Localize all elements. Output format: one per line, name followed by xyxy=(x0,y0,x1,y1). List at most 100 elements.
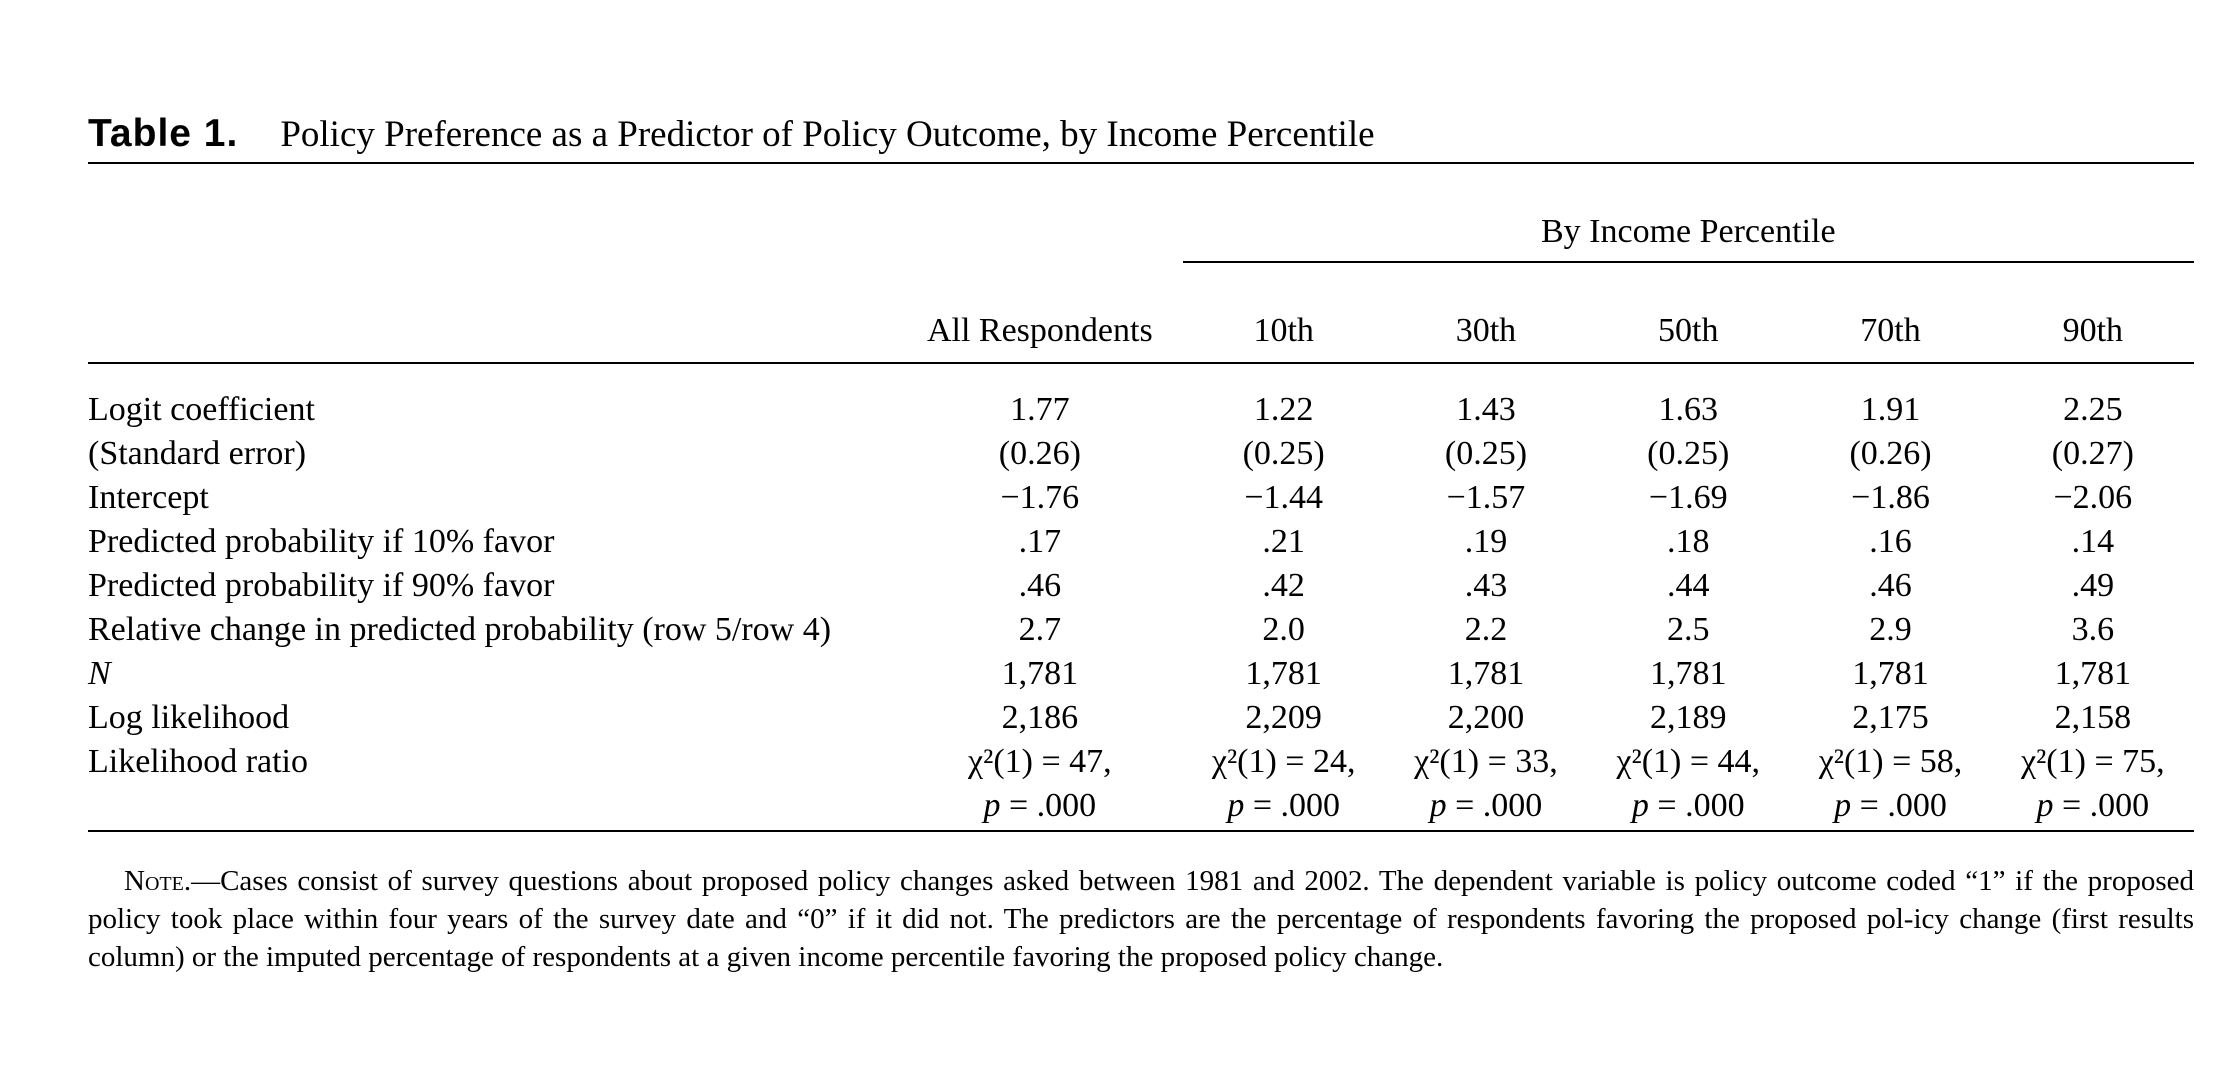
note-head: Note.— xyxy=(124,865,221,897)
table-cell: 1,781 xyxy=(1245,655,1322,692)
table-row: Logit coefficient 1.77 1.22 1.43 1.63 1.91 2.2… xyxy=(88,388,2194,432)
column-header-percentile: 50th xyxy=(1587,262,1790,364)
likelihood-ratio-cell: χ²(1) = 75, p = .000 xyxy=(1991,740,2194,832)
likelihood-ratio-cell: χ²(1) = 33, p = .000 xyxy=(1384,740,1588,832)
table-cell: .21 xyxy=(1262,523,1305,560)
table-cell: 1.63 xyxy=(1658,391,1718,428)
column-header-all-respondents: All Respondents xyxy=(897,262,1183,364)
p-symbol: p xyxy=(1227,787,1245,824)
p-value: p = .000 xyxy=(897,784,1182,828)
table-cell: 2,175 xyxy=(1852,699,1929,736)
table-body: Logit coefficient 1.77 1.22 1.43 1.63 1.91 2.2… xyxy=(88,363,2194,832)
chi-square-statistic: χ²(1) = 33, xyxy=(1414,743,1558,780)
table-cell: −1.86 xyxy=(1851,479,1930,516)
table-cell: 1,781 xyxy=(1001,655,1079,692)
table-cell: 1.22 xyxy=(1253,391,1314,428)
chi-square-statistic: χ²(1) = 24, xyxy=(1211,743,1356,780)
table-cell: 2,189 xyxy=(1649,699,1727,736)
note-text: Cases consist of survey questions about … xyxy=(88,865,2194,973)
table-cell: .49 xyxy=(2071,567,2115,604)
table-row: Predicted probability if 10% favor .17 .21… xyxy=(88,520,2194,564)
table-cell: 2.7 xyxy=(1018,611,1062,648)
table-cell: −1.44 xyxy=(1244,479,1324,516)
table-row: Log likelihood 2,186 2,209 2,200 2,189 2,175 2… xyxy=(88,696,2194,740)
p-symbol: p xyxy=(1834,787,1852,824)
table-cell: .14 xyxy=(2071,523,2115,560)
income-percentile-group-header: By Income Percentile xyxy=(1182,164,2194,263)
table-cell: 1,781 xyxy=(1447,655,1525,692)
chi-square-statistic: χ²(1) = 75, xyxy=(2021,743,2165,780)
table-cell: 2.0 xyxy=(1262,611,1305,648)
p-value: p = .000 xyxy=(1992,784,2194,828)
table-row: Relative change in predicted probability… xyxy=(88,608,2194,652)
table-cell: 1,781 xyxy=(1649,655,1727,692)
p-value: p = .000 xyxy=(1385,784,1587,828)
table-cell: .43 xyxy=(1464,567,1508,604)
table-cell: −1.57 xyxy=(1446,479,1526,516)
table-number: Table 1. xyxy=(88,112,239,155)
table-cell: 2,186 xyxy=(1001,699,1079,736)
table-cell: 2.25 xyxy=(2063,391,2123,428)
chi-square-statistic: χ²(1) = 58, xyxy=(1818,743,1963,780)
p-symbol: p xyxy=(1429,787,1447,824)
table-title: Policy Preference as a Predictor of Poli… xyxy=(280,114,1375,155)
table-cell: 2,200 xyxy=(1447,699,1525,736)
p-value-number: = .000 xyxy=(1244,787,1341,824)
likelihood-ratio-cell: χ²(1) = 58, p = .000 xyxy=(1789,740,1992,832)
table-note: Note.—Cases consist of survey questions … xyxy=(88,862,2194,976)
table-cell: 1,781 xyxy=(2054,655,2132,692)
table-cell: (0.25) xyxy=(1242,435,1325,472)
p-value-number: = .000 xyxy=(1851,787,1947,824)
table-cell: 2,158 xyxy=(2054,699,2132,736)
table-cell: −2.06 xyxy=(2053,479,2133,516)
row-label: Logit coefficient xyxy=(88,391,315,428)
table-row: Predicted probability if 90% favor .46 .42… xyxy=(88,564,2194,608)
p-symbol: p xyxy=(983,787,1001,824)
p-value-number: = .000 xyxy=(1000,787,1097,824)
table-caption: Table 1. Policy Preference as a Predicto… xyxy=(88,112,2194,164)
row-label-header xyxy=(88,262,898,364)
spanner-empty xyxy=(897,164,1182,262)
table-cell: .18 xyxy=(1666,523,1710,560)
table-cell: .46 xyxy=(1869,567,1912,604)
table-cell: (0.27) xyxy=(2051,435,2134,472)
p-symbol: p xyxy=(2036,787,2054,824)
table-cell: (0.25) xyxy=(1647,435,1730,472)
p-value: p = .000 xyxy=(1789,784,1991,828)
chi-square-statistic: χ²(1) = 47, xyxy=(968,743,1112,780)
p-value-number: = .000 xyxy=(2053,787,2150,824)
table-cell: 2.9 xyxy=(1869,611,1912,648)
spanner-row: By Income Percentile xyxy=(88,164,2194,263)
p-symbol: p xyxy=(1631,787,1649,824)
table-figure: Table 1. Policy Preference as a Predicto… xyxy=(88,112,2194,1005)
table-cell: .42 xyxy=(1262,567,1305,604)
table-cell: 1.43 xyxy=(1456,391,1516,428)
table-cell: 1.77 xyxy=(1010,391,1070,428)
p-value: p = .000 xyxy=(1587,784,1789,828)
table-row: (Standard error) (0.26) (0.25) (0.25) (0.25)… xyxy=(88,432,2194,476)
p-value-number: = .000 xyxy=(1648,787,1745,824)
table-cell: −1.69 xyxy=(1648,479,1728,516)
column-header-percentile: 70th xyxy=(1789,262,1992,364)
table-row: Intercept −1.76 −1.44 −1.57 −1.69 −1.86 −2.06 xyxy=(88,476,2194,520)
p-value: p = .000 xyxy=(1183,784,1385,828)
p-value-number: = .000 xyxy=(1446,787,1543,824)
likelihood-ratio-cell: χ²(1) = 47, p = .000 xyxy=(897,740,1183,832)
table-cell: .16 xyxy=(1869,523,1912,560)
table-cell: −1.76 xyxy=(1000,479,1080,516)
spanner-empty xyxy=(88,164,897,262)
likelihood-ratio-row: Likelihood ratio χ²(1) = 47, p = .000 χ²(1)… xyxy=(88,740,2194,832)
row-label: Log likelihood xyxy=(88,699,290,736)
table-cell: 2,209 xyxy=(1245,699,1322,736)
table-cell: 1,781 xyxy=(1852,655,1929,692)
spacer-row xyxy=(88,363,2194,388)
row-label: Intercept xyxy=(88,479,209,516)
table-cell: (0.25) xyxy=(1444,435,1528,472)
row-label: N xyxy=(88,655,111,692)
table-cell: .19 xyxy=(1464,523,1508,560)
row-label: Relative change in predicted probability… xyxy=(88,611,832,648)
likelihood-ratio-cell: χ²(1) = 44, p = .000 xyxy=(1587,740,1790,832)
table-cell: (0.26) xyxy=(998,435,1081,472)
table-cell: 3.6 xyxy=(2071,611,2115,648)
table-cell: .46 xyxy=(1018,567,1062,604)
